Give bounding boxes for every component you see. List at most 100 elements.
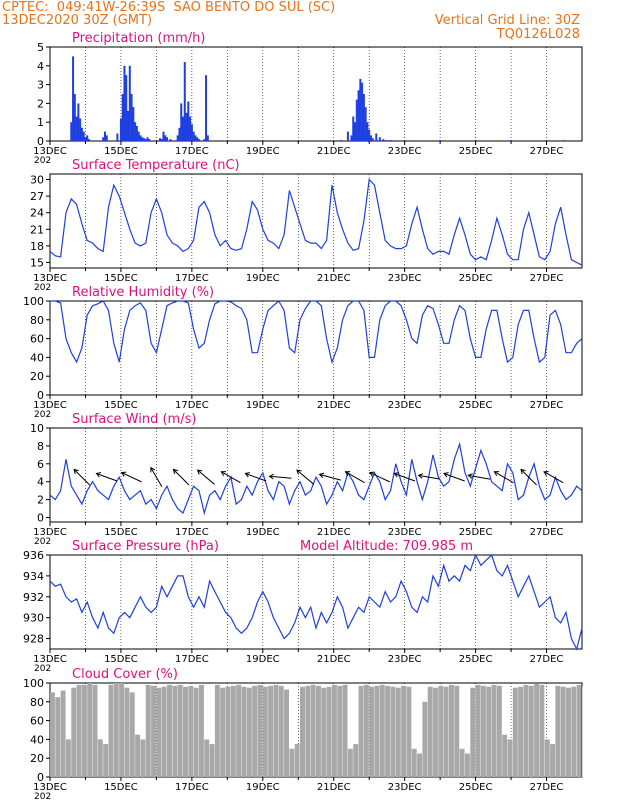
- pressure-year-stub: 202: [34, 664, 51, 674]
- cloud-area-bar: [119, 683, 125, 777]
- precip-bar: [148, 139, 151, 141]
- cloud-area-bar: [167, 684, 172, 777]
- wind-ytick-label: 2: [37, 494, 44, 507]
- cloud-area-bar: [502, 734, 508, 777]
- pressure-ytick-label: 936: [23, 549, 44, 562]
- cloud-panel: 0 20 40 60 80 100 13DEC 15DEC 17DEC 19DEC 21DEC 23D…: [23, 667, 583, 800]
- precip-bar: [197, 139, 200, 141]
- cloud-area-bar: [507, 739, 513, 777]
- precip-bar: [368, 129, 371, 141]
- cloud-area-bar: [135, 734, 141, 777]
- temp-series-line: [49, 178, 583, 266]
- precip-bar: [158, 138, 161, 141]
- temp-panel: 15 18 21 24 27 30 13DEC 15DEC 17DEC 19DEC 21DEC 23D…: [30, 158, 583, 293]
- temp-ytick-label: 21: [30, 223, 44, 236]
- precip-bar: [474, 140, 477, 141]
- cloud-area-bar: [172, 685, 178, 777]
- precip-bar: [164, 135, 167, 141]
- precip-bar: [364, 107, 367, 141]
- cloud-area-bar: [401, 685, 407, 777]
- rh-xtick-label: 15DEC: [104, 400, 138, 411]
- rh-ytick-label: 100: [23, 295, 44, 308]
- precip-bar: [194, 135, 197, 141]
- precip-bar: [382, 139, 385, 141]
- cloud-area-bar: [528, 685, 534, 777]
- cloud-ytick-label: 40: [30, 733, 44, 746]
- precip-bar: [132, 107, 135, 141]
- precip-bar: [378, 137, 381, 141]
- rh-ytick-label: 60: [30, 333, 44, 346]
- precip-ytick-label: 4: [37, 60, 44, 73]
- rh-xtick-label: 25DEC: [459, 400, 493, 411]
- wind-arrow-shaft: [96, 473, 118, 482]
- pressure-xtick-label: 19DEC: [246, 654, 280, 665]
- cloud-title: Cloud Cover (%): [72, 667, 178, 682]
- cloud-area-bar: [454, 685, 460, 777]
- precip-bar: [190, 124, 193, 141]
- cloud-area-bar: [209, 744, 215, 777]
- precip-bar: [371, 138, 374, 141]
- wind-arrow-head: [520, 468, 526, 475]
- cloud-area-bar: [236, 684, 242, 777]
- wind-arrow-head: [543, 471, 549, 477]
- pressure-xtick-label: 25DEC: [459, 654, 493, 665]
- cloud-area-bar: [374, 685, 380, 777]
- wind-year-stub: 202: [34, 537, 51, 547]
- pressure-ytick-label: 930: [23, 612, 44, 625]
- wind-arrow-shaft: [73, 469, 91, 486]
- cloud-area-bar: [81, 684, 87, 777]
- cloud-xtick-label: 25DEC: [459, 782, 493, 793]
- precip-bar: [162, 131, 165, 141]
- temp-ytick-label: 30: [30, 174, 44, 187]
- cloud-area-bar: [321, 687, 327, 777]
- wind-frame: [49, 427, 583, 523]
- cloud-xtick-label: 27DEC: [530, 782, 564, 793]
- precip-bar: [362, 94, 365, 141]
- precip-bar: [187, 101, 190, 141]
- pressure-frame: [49, 554, 583, 650]
- wind-arrow-head: [467, 473, 473, 479]
- wind-panel: 0 2 4 6 8 10 13DEC 15DEC 17DEC 19DEC 21DEC 23DEC 25D…: [30, 412, 583, 547]
- wind-arrow: [344, 471, 365, 484]
- wind-xtick-label: 25DEC: [459, 527, 493, 538]
- cloud-area-bar: [246, 687, 252, 777]
- precip-ytick-label: 5: [37, 41, 44, 54]
- precip-xtick-label: 27DEC: [530, 146, 564, 157]
- precip-bar: [339, 140, 342, 141]
- wind-arrow-shaft: [468, 474, 491, 480]
- precip-bar: [105, 135, 108, 141]
- precip-bar: [389, 140, 392, 141]
- temp-ytick-label: 27: [30, 190, 44, 203]
- header-run-time: 13DEC2020 30Z (GMT): [2, 13, 153, 28]
- header-model: TQ0126L028: [496, 27, 580, 42]
- rh-xtick-label: 17DEC: [175, 400, 209, 411]
- pressure-ytick-label: 934: [23, 570, 44, 583]
- rh-xtick-label: 13DEC: [33, 400, 67, 411]
- cloud-ytick-label: 60: [30, 715, 44, 728]
- wind-arrow-head: [95, 472, 102, 478]
- temp-xtick-label: 23DEC: [388, 273, 422, 284]
- wind-arrow-head: [393, 472, 400, 478]
- wind-arrow-shaft: [319, 473, 341, 481]
- wind-arrow: [520, 468, 537, 486]
- cloud-xtick-label: 23DEC: [388, 782, 422, 793]
- precip-bar: [203, 139, 206, 141]
- cloud-area-bar: [177, 684, 183, 777]
- precip-bar: [357, 90, 360, 141]
- wind-arrow-shaft: [394, 473, 416, 482]
- pressure-xtick-label: 21DEC: [317, 654, 351, 665]
- temp-ytick-label: 18: [30, 240, 44, 253]
- temp-xtick-label: 13DEC: [33, 273, 67, 284]
- cloud-area-bar: [278, 685, 284, 777]
- precip-bar: [192, 131, 195, 141]
- cloud-ytick-label: 20: [30, 752, 44, 765]
- cloud-area-bar: [71, 687, 77, 777]
- pressure-xtick-label: 15DEC: [104, 654, 138, 665]
- precip-bar: [563, 140, 566, 141]
- precip-bar: [77, 103, 80, 141]
- wind-arrow-head: [73, 468, 79, 475]
- wind-ytick-label: 4: [37, 476, 44, 489]
- precip-bar: [142, 138, 145, 141]
- wind-arrow-head: [417, 473, 424, 479]
